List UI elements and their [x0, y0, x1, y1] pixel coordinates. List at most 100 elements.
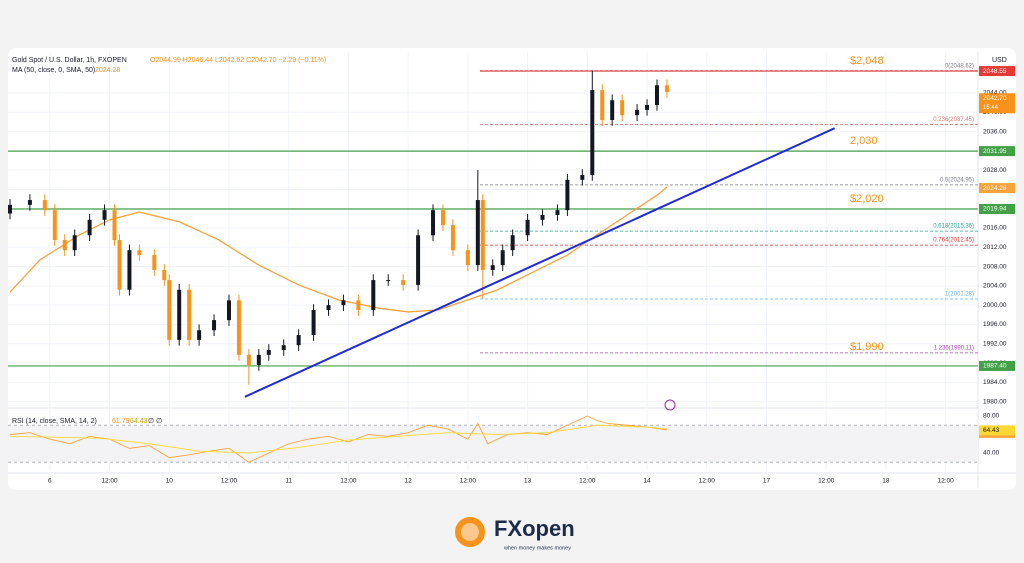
symbol: Gold Spot / U.S. Dollar, 1h, FXOPEN [12, 57, 127, 64]
candle-body [490, 265, 495, 270]
x-tick-label: 12:00 [221, 478, 238, 485]
candle-body [117, 240, 122, 290]
alert-icon[interactable] [664, 399, 676, 411]
price-tag-label: 2019.94 [983, 206, 1007, 213]
rsi-tag-label: 64.43 [983, 427, 1000, 434]
price-tag-label: 2048.55 [983, 68, 1007, 75]
ma-value: 2024.28 [95, 67, 120, 74]
candle-body [62, 240, 67, 251]
candle-body [610, 100, 615, 120]
logo: FXopen when money makes money [455, 516, 575, 551]
y-tick-label: 2036.00 [983, 128, 1007, 135]
y-tick-label: 2044.00 [983, 90, 1007, 97]
y-tick-label: 2016.00 [983, 225, 1007, 232]
rsi-tick-label: 40.00 [983, 450, 1000, 457]
price-tag [979, 66, 1015, 77]
candle-body [42, 200, 47, 211]
fib-label: 0.618(2015.36) [933, 224, 974, 230]
rsi-title: RSI (14, close, SMA, 14, 2) [12, 418, 97, 425]
x-tick-label: 12:00 [579, 478, 596, 485]
y-tick-label: 1992.00 [983, 340, 1007, 347]
fib-label: 1.236(1990.11) [934, 345, 974, 351]
candle-body [450, 225, 455, 251]
x-tick-label: 11 [285, 478, 292, 485]
candle-body [654, 85, 659, 106]
candle-body [7, 204, 12, 214]
candle-body [371, 280, 376, 310]
x-tick-label: 12:00 [818, 478, 835, 485]
price-tag [979, 360, 1015, 371]
current-price-time: 15:44 [983, 105, 999, 111]
candle-body [152, 255, 157, 270]
rsi-line [9, 424, 667, 454]
candle-body [112, 210, 117, 241]
x-tick-label: 12:00 [101, 478, 118, 485]
y-tick-label: 1996.00 [983, 321, 1007, 328]
currency: USD [992, 57, 1007, 64]
current-price-tag [979, 93, 1015, 114]
candle-body [72, 235, 77, 251]
x-tick-label: 14 [643, 478, 651, 485]
candle-body [27, 200, 32, 205]
candle-body [341, 300, 346, 306]
candle-body [555, 210, 560, 215]
candle-body [401, 280, 406, 285]
y-tick-label: 2028.00 [983, 167, 1007, 174]
y-tick-label: 2008.00 [983, 263, 1007, 270]
candle-body [187, 289, 192, 340]
rsi-tag [979, 425, 1015, 436]
candle-body [440, 210, 445, 226]
candle-body [500, 250, 505, 266]
candle-body [510, 235, 515, 251]
candle-body [590, 90, 595, 175]
price-tag-label: 1987.40 [983, 363, 1007, 370]
candle-body [480, 200, 485, 270]
brand: FXopen [494, 516, 575, 541]
candle-body [197, 330, 202, 340]
price-tag-label: 2031.95 [983, 148, 1007, 155]
x-tick-label: 18 [882, 478, 890, 485]
fib-label: 0.236(2037.45) [933, 117, 974, 123]
current-price-label: 2042.70 [983, 95, 1007, 102]
ma-tag [979, 183, 1015, 194]
candle-body [475, 200, 480, 266]
candle-body [465, 250, 470, 266]
candle-body [266, 350, 271, 355]
fib-label: 1(2001.28) [945, 292, 974, 298]
candle-body [416, 235, 421, 285]
candle-body [246, 354, 251, 365]
y-tick-label: 2012.00 [983, 244, 1007, 251]
candle-body [386, 280, 391, 282]
candle-body [326, 305, 331, 310]
rsi-tick-label: 80.00 [983, 413, 1000, 420]
rsi-extra: ∅ ∅ [148, 418, 162, 425]
candle-body [212, 320, 217, 331]
y-tick-label: 2000.00 [983, 302, 1007, 309]
y-tick-label: 1980.00 [983, 398, 1007, 405]
level-note: $1,990 [850, 341, 884, 353]
ma-tag-label: 2024.28 [983, 185, 1007, 192]
candle-body [664, 85, 669, 93]
candle-body [525, 219, 530, 236]
x-tick-label: 13 [524, 478, 532, 485]
candle-body [540, 214, 545, 220]
candle-body [565, 179, 570, 211]
y-tick-label: 1984.00 [983, 379, 1007, 386]
candle-body [281, 345, 286, 351]
level-note: $2,020 [850, 193, 884, 205]
rsi-band [8, 425, 978, 463]
ohlc: O2044.99 H2046.44 L2042.62 C2042.70 −2.2… [150, 57, 326, 64]
candle-body [620, 100, 625, 116]
fib-label: 0(2048.62) [945, 63, 974, 69]
x-tick-label: 12 [405, 478, 413, 485]
candle-body [600, 90, 605, 120]
x-tick-label: 12:00 [938, 478, 955, 485]
x-tick-label: 6 [48, 478, 52, 485]
candle-body [635, 109, 640, 116]
candle-body [177, 289, 182, 340]
candle-body [127, 250, 132, 290]
x-tick-label: 12:00 [340, 478, 357, 485]
candle-body [102, 210, 107, 220]
